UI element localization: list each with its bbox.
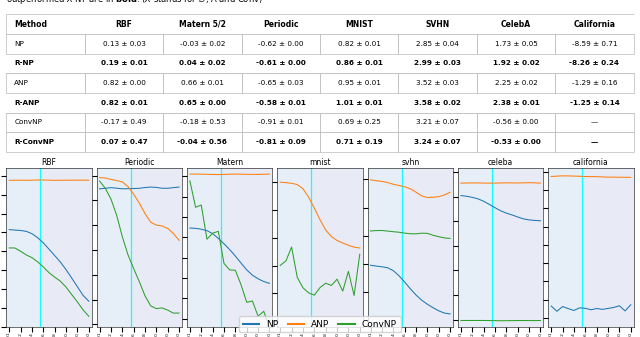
Bar (97, 168, 131, 327)
Title: california: california (573, 158, 609, 167)
Bar (187, 168, 221, 327)
Title: celeba: celeba (488, 158, 513, 167)
Title: Periodic: Periodic (124, 158, 154, 167)
Title: RBF: RBF (42, 158, 56, 167)
Bar (277, 168, 312, 327)
Legend: NP, ANP, ConvNP: NP, ANP, ConvNP (239, 316, 401, 333)
Title: mnist: mnist (309, 158, 331, 167)
Text: outperformed $\mathit{X}$ NP are in $\mathbf{bold}$. ($\mathit{X}$ stands for $\: outperformed $\mathit{X}$ NP are in $\ma… (6, 0, 263, 6)
Bar (458, 168, 492, 327)
Bar (6, 168, 40, 327)
Bar (368, 168, 402, 327)
Bar (548, 168, 582, 327)
Title: svhn: svhn (401, 158, 419, 167)
Title: Matern: Matern (216, 158, 243, 167)
